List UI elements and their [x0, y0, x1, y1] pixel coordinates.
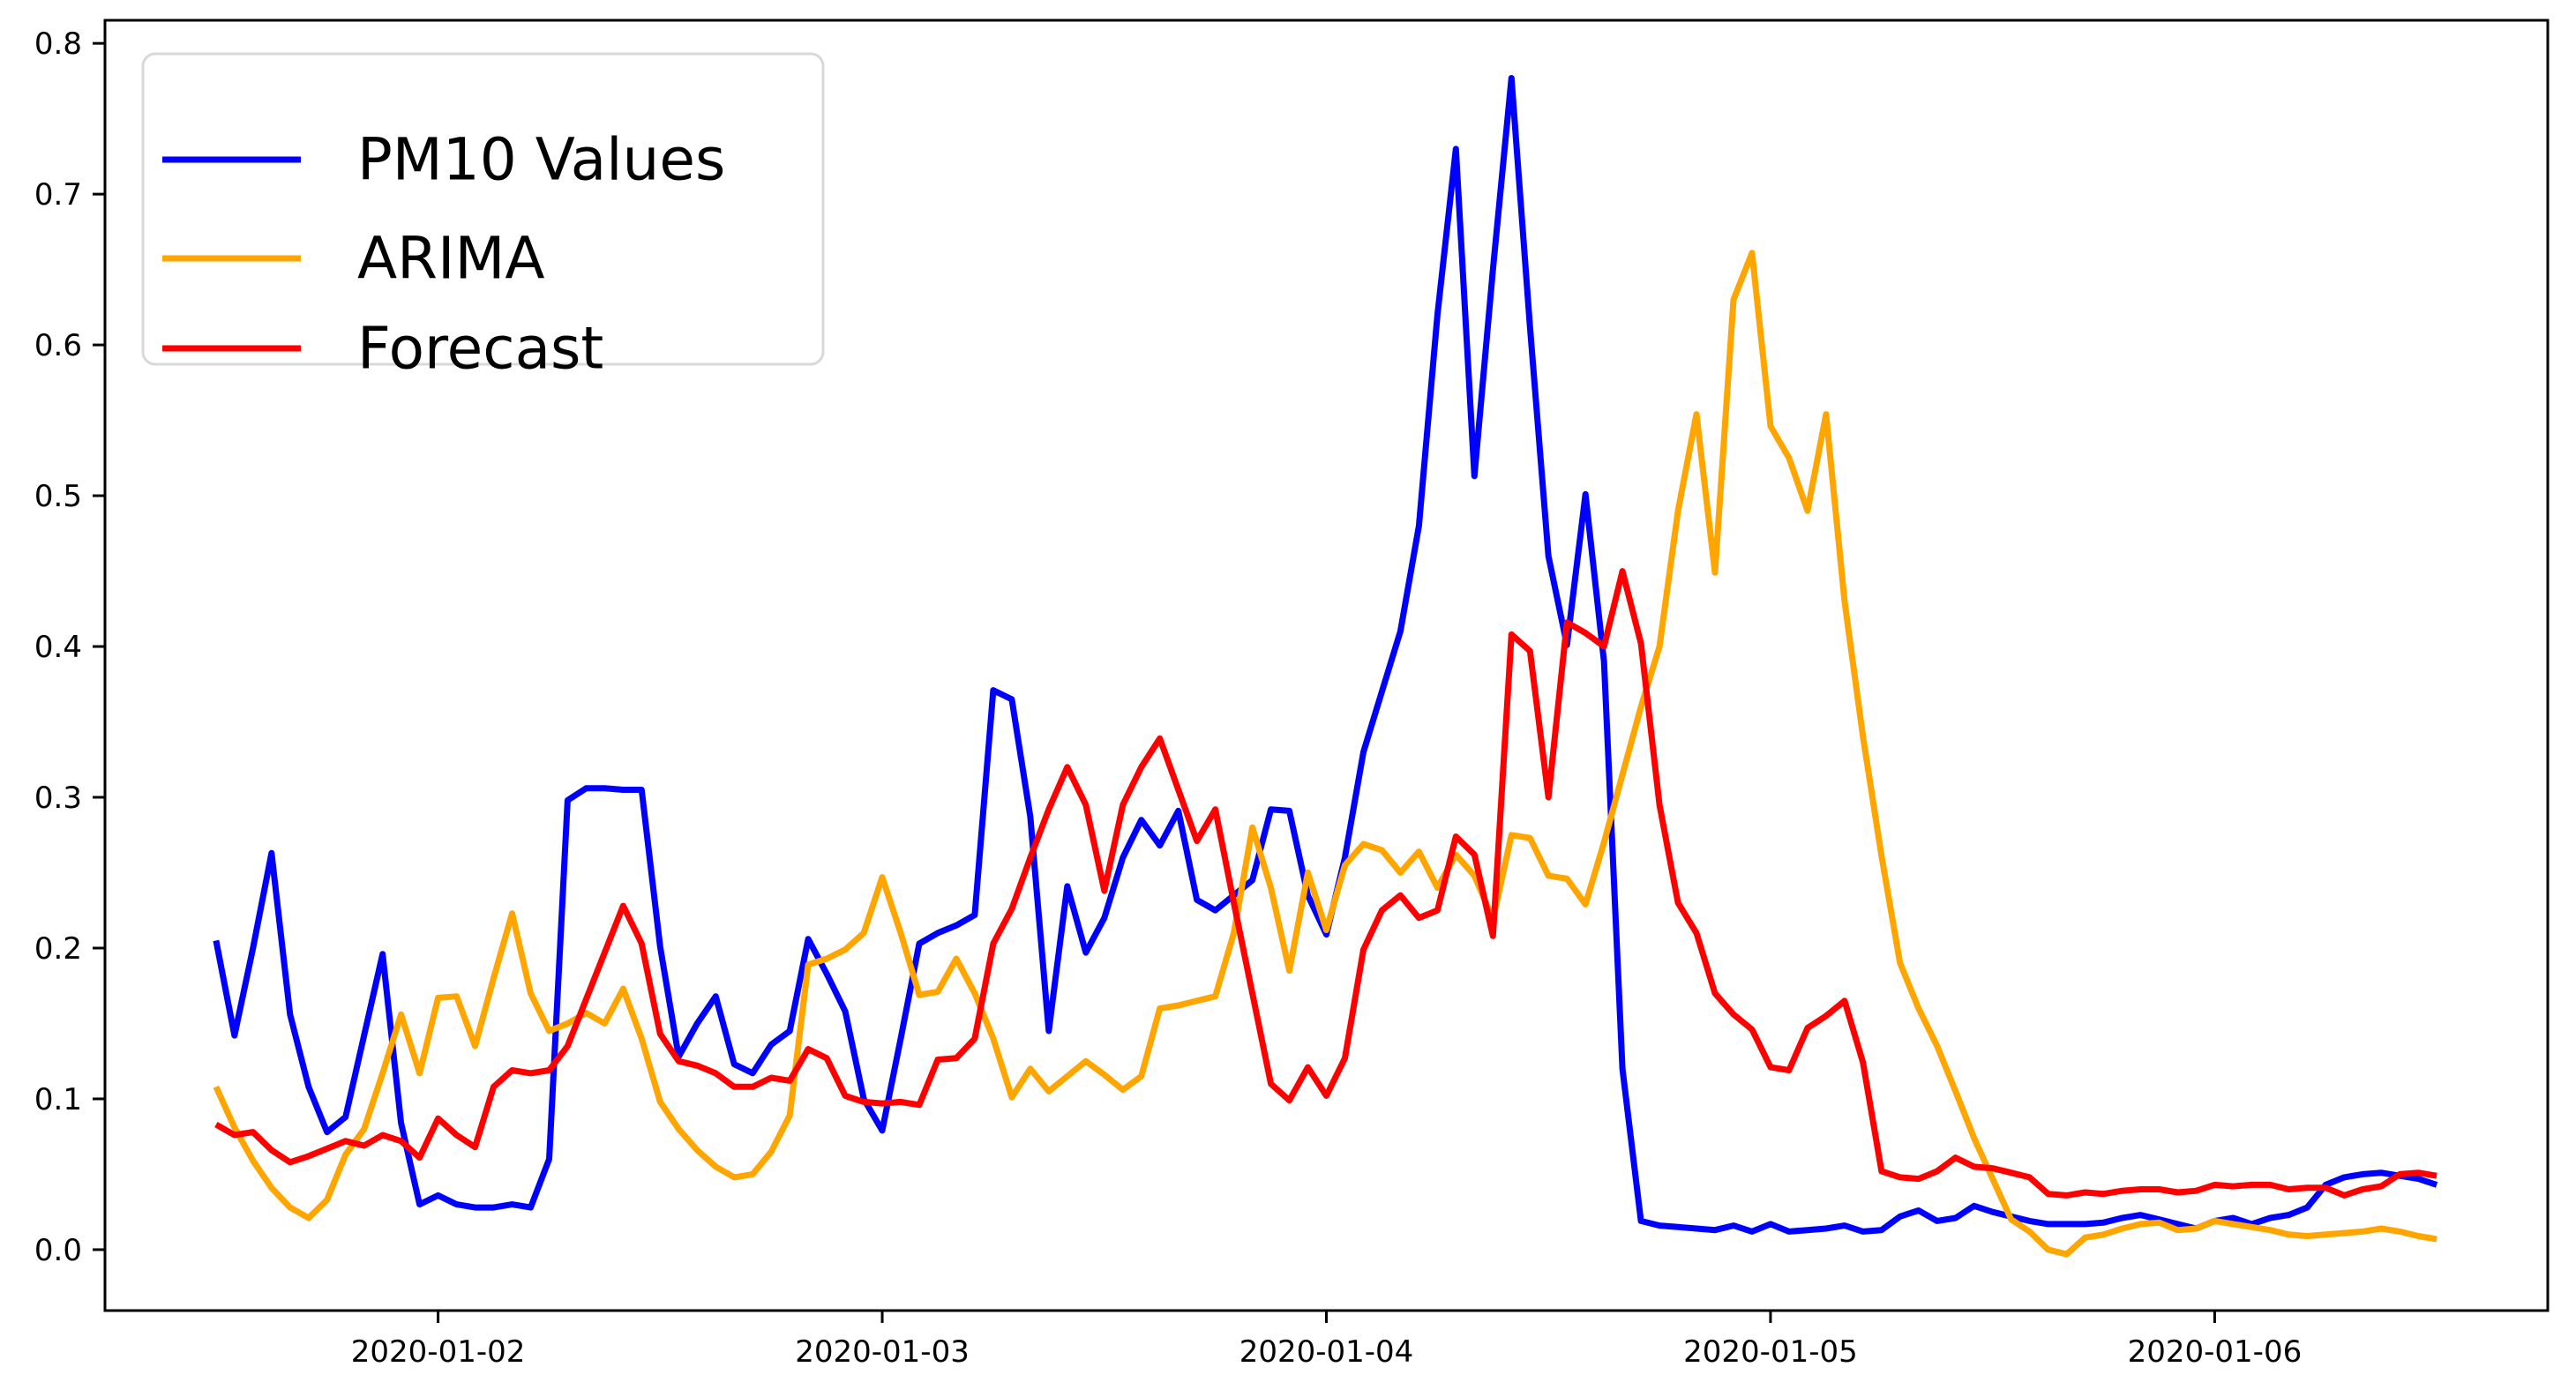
y-tick-label: 0.8 [34, 26, 82, 62]
y-tick-label: 0.1 [34, 1082, 82, 1117]
x-tick-label: 2020-01-04 [1239, 1334, 1414, 1370]
series-line-arima [213, 250, 2437, 1258]
y-tick-label: 0.3 [34, 781, 82, 816]
x-tick-label: 2020-01-03 [795, 1334, 970, 1370]
axes-spines [103, 19, 2550, 1312]
legend-label-forecast: Forecast [357, 314, 603, 382]
y-tick-label: 0.2 [34, 931, 82, 967]
y-tick-label: 0.6 [34, 328, 82, 363]
y-tick-label: 0.7 [34, 177, 82, 213]
series-line-pm10-values [213, 75, 2438, 1235]
x-tick-label: 2020-01-02 [351, 1334, 526, 1370]
legend: PM10 Values ARIMA Forecast [141, 52, 825, 382]
legend-label-pm10-values: PM10 Values [357, 125, 725, 193]
y-tick-label: 0.5 [34, 479, 82, 514]
x-tick-label: 2020-01-06 [2128, 1334, 2303, 1370]
legend-box [141, 52, 825, 366]
series-line-forecast [214, 568, 2437, 1199]
y-tick-label: 0.4 [34, 630, 82, 665]
legend-label-arima: ARIMA [357, 224, 545, 292]
y-tick-label: 0.0 [34, 1233, 82, 1268]
x-tick-label: 2020-01-05 [1683, 1334, 1858, 1370]
